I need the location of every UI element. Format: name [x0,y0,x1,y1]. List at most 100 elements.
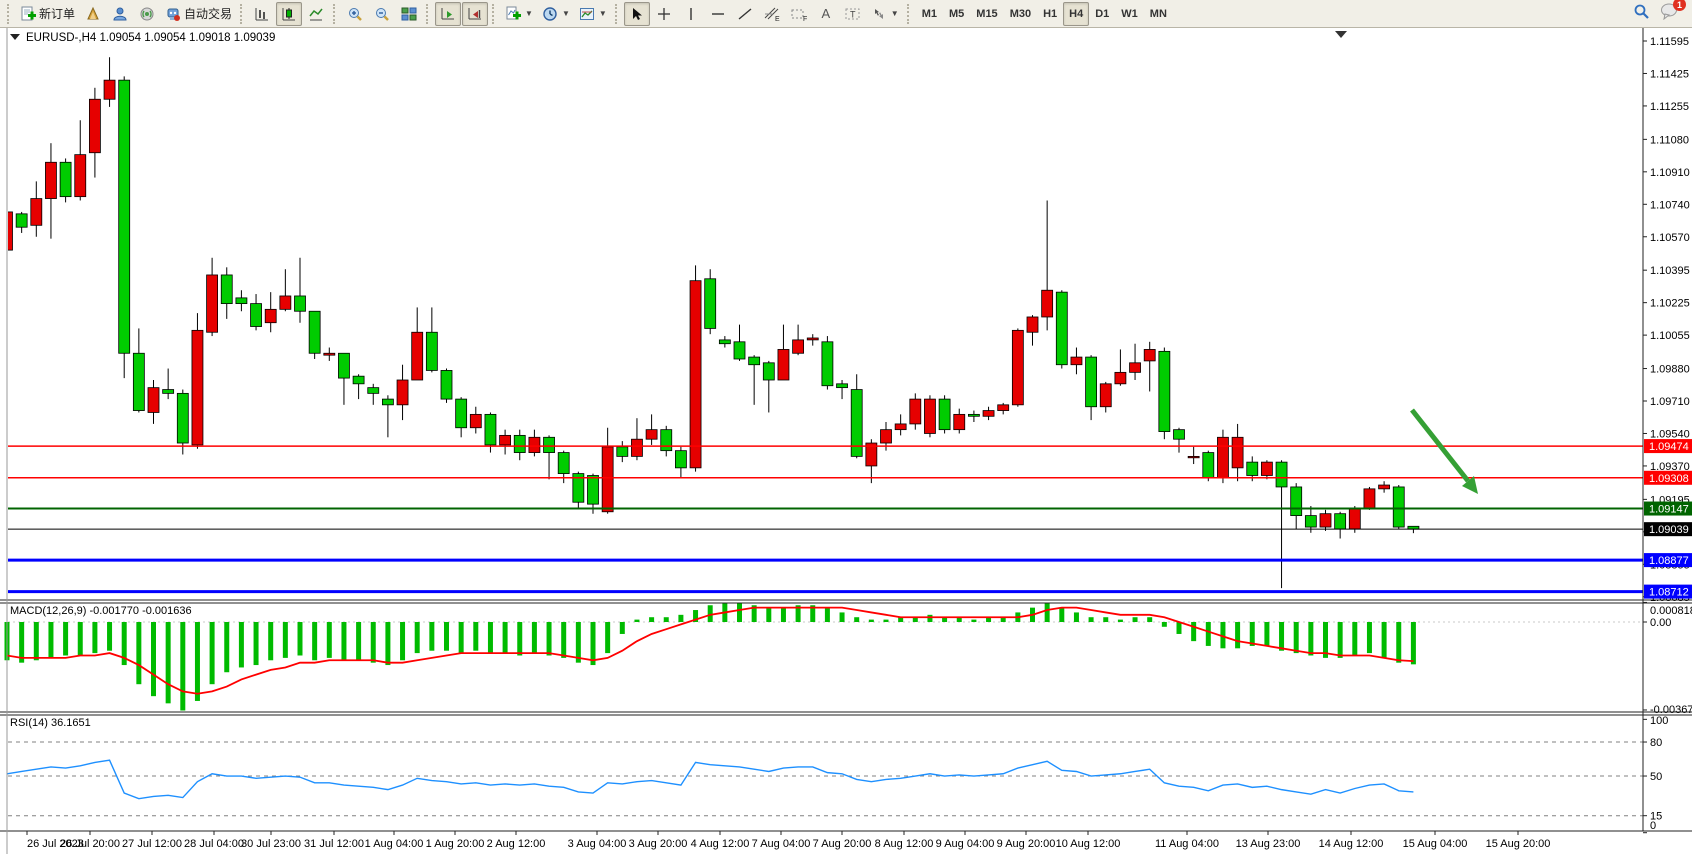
svg-text:100: 100 [1650,715,1668,727]
auto-scroll-button[interactable] [435,1,462,26]
toolbar-grip[interactable] [492,3,497,24]
svg-text:1.09474: 1.09474 [1649,441,1689,453]
timeframe-m15-button[interactable]: M15 [976,7,998,20]
timeframe-mn-button[interactable]: MN [1149,7,1167,20]
vertical-line-tool-button[interactable] [678,2,704,26]
timeframe-w1-button[interactable]: W1 [1121,7,1138,20]
svg-text:2 Aug 12:00: 2 Aug 12:00 [487,838,546,850]
signals-button[interactable] [134,2,160,26]
templates-button[interactable]: ▼ [575,2,611,26]
svg-text:1.10570: 1.10570 [1650,232,1690,244]
text-tool-button[interactable]: A [813,2,839,26]
svg-text:8 Aug 12:00: 8 Aug 12:00 [875,838,934,850]
main-toolbar: 新订单 自动交易 ▼ ▼ [0,0,1692,28]
tile-windows-icon [401,6,417,22]
periods-button[interactable]: ▼ [538,2,574,26]
autotrade-button[interactable]: 自动交易 [161,2,236,26]
svg-text:1.09710: 1.09710 [1650,396,1690,408]
arrows-icon [871,6,887,22]
symbol-dropdown-icon[interactable] [10,34,20,40]
svg-text:26 Jul 2023: 26 Jul 2023 [27,838,84,850]
svg-text:15 Aug 20:00: 15 Aug 20:00 [1486,838,1551,850]
toolbar-grip[interactable] [906,3,912,24]
crosshair-icon [656,6,672,22]
svg-text:11 Aug 04:00: 11 Aug 04:00 [1155,838,1219,850]
new-order-button[interactable]: 新订单 [16,2,79,26]
market-icon [85,6,101,22]
svg-text:3 Aug 20:00: 3 Aug 20:00 [629,838,688,850]
horizontal-lines-group[interactable] [8,445,1643,594]
bar-chart-button[interactable] [249,2,275,26]
svg-text:31 Jul 12:00: 31 Jul 12:00 [304,838,364,850]
auto-scroll-icon [440,6,456,22]
templates-caret: ▼ [598,9,607,18]
rsi-label: RSI(14) 36.1651 [10,717,91,729]
chart-title: EURUSD-,H4 1.09054 1.09054 1.09018 1.090… [26,32,275,44]
timeframe-m5-button[interactable]: M5 [949,7,965,20]
svg-text:30 Jul 23:00: 30 Jul 23:00 [241,838,301,850]
eurusd-h4-chart[interactable]: 1.11595 1.11425 1.11255 1.11080 1.10910 1.107… [0,28,1692,854]
svg-text:10 Aug 12:00: 10 Aug 12:00 [1056,838,1121,850]
timeframe-h4-button[interactable]: H4 [1063,1,1090,26]
svg-text:1 Aug 04:00: 1 Aug 04:00 [365,838,424,850]
timeframe-m30-button[interactable]: M30 [1009,7,1032,20]
candlestick-chart-button[interactable] [276,1,303,26]
svg-text:0.00: 0.00 [1650,617,1671,629]
profile-button[interactable] [107,2,133,26]
zoom-out-icon [374,6,390,22]
svg-text:7 Aug 04:00: 7 Aug 04:00 [752,838,811,850]
line-chart-button[interactable] [303,2,329,26]
search-icon[interactable] [1633,3,1650,25]
svg-text:1.10395: 1.10395 [1650,265,1690,277]
rsi-line [6,759,1414,800]
zoom-in-button[interactable] [342,2,368,26]
svg-text:1.09540: 1.09540 [1650,428,1690,440]
cursor-tool-button[interactable] [623,1,650,26]
chart-shift-icon [467,6,483,22]
toolbar-grip[interactable] [426,3,431,24]
toolbar-grip[interactable] [333,3,338,24]
timeframe-d1-button[interactable]: D1 [1095,7,1110,20]
trendline-icon [737,6,753,22]
timeframe-h1-button[interactable]: H1 [1043,7,1058,20]
horizontal-line-icon [710,6,726,22]
crosshair-tool-button[interactable] [651,2,677,26]
toolbar-grip[interactable] [614,3,620,24]
svg-text:3 Aug 04:00: 3 Aug 04:00 [568,838,627,850]
svg-text:28 Jul 04:00: 28 Jul 04:00 [184,838,244,850]
trendline-tool-button[interactable] [732,2,758,26]
text-label-tool-button[interactable]: T [840,2,866,26]
trend-arrow-annotation[interactable] [1410,408,1478,494]
chart-window[interactable]: 1.11595 1.11425 1.11255 1.11080 1.10910 1.107… [0,28,1692,854]
tile-windows-button[interactable] [396,2,422,26]
svg-text:1.11595: 1.11595 [1650,36,1689,48]
svg-text:1.10225: 1.10225 [1650,298,1690,310]
chart-shift-marker[interactable] [1335,31,1347,38]
svg-text:-0.003677: -0.003677 [1650,704,1692,716]
fibonacci-icon: E [763,6,781,22]
zoom-out-button[interactable] [369,2,395,26]
channel-tool-button[interactable]: F [786,2,812,26]
svg-text:0.000818: 0.000818 [1650,605,1692,617]
svg-text:7 Aug 20:00: 7 Aug 20:00 [813,838,872,850]
indicators-caret: ▼ [525,9,533,18]
svg-text:1.11425: 1.11425 [1650,68,1689,80]
timeframe-m1-button[interactable]: M1 [921,7,937,20]
svg-text:1.10055: 1.10055 [1650,330,1690,342]
svg-text:T: T [850,9,856,19]
notifications-button[interactable]: 1 [1660,0,1686,25]
fibonacci-tool-button[interactable]: E [759,2,785,26]
toolbar-grip[interactable] [7,3,12,24]
chart-shift-button[interactable] [462,1,489,26]
autotrade-icon [165,6,181,22]
vertical-line-icon [683,6,699,22]
text-label-icon: T [844,6,862,22]
toolbar-grip[interactable] [240,3,245,24]
horizontal-line-tool-button[interactable] [705,2,731,26]
arrows-tool-button[interactable]: ▼ [867,2,903,26]
market-button[interactable] [80,2,106,26]
zoom-in-icon [347,6,363,22]
svg-text:9 Aug 04:00: 9 Aug 04:00 [936,838,995,850]
indicators-button[interactable]: ▼ [501,2,537,26]
